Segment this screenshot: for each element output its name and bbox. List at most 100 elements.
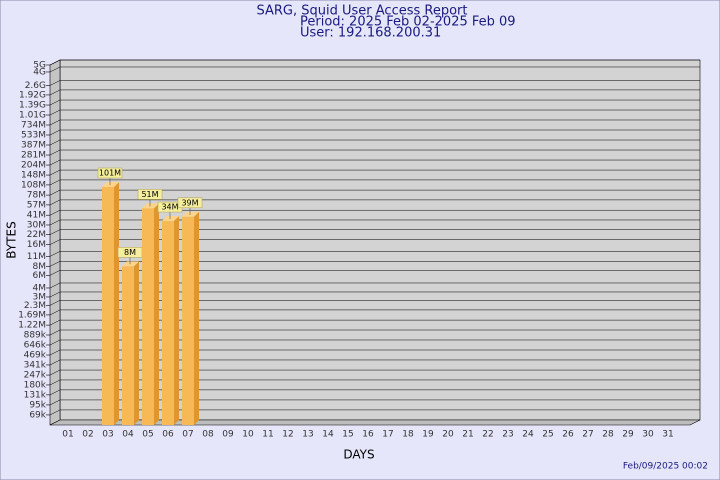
y-tick-label: 4G xyxy=(33,67,46,77)
grid-line xyxy=(49,119,700,126)
subtitle: User: 192.168.200.31 xyxy=(300,26,441,41)
bar-top xyxy=(122,261,139,267)
x-tick-label: 14 xyxy=(322,430,334,440)
x-tick-label: 21 xyxy=(462,430,473,440)
y-tick-label: 30M xyxy=(27,220,46,230)
y-tick-label: 1.92G xyxy=(19,90,46,100)
x-tick-label: 15 xyxy=(342,430,353,440)
x-tick-label: 17 xyxy=(382,430,393,440)
grid-line xyxy=(49,219,700,226)
x-tick-label: 25 xyxy=(542,430,553,440)
grid-line xyxy=(49,129,700,136)
label-box xyxy=(97,167,123,179)
grid-line xyxy=(49,109,700,116)
x-tick-label: 05 xyxy=(142,430,153,440)
y-tick-label: 8M xyxy=(33,262,47,272)
value-label: 101M xyxy=(99,169,121,178)
bar-top xyxy=(142,203,159,209)
subtitle: Period: 2025 Feb 02-2025 Feb 09 xyxy=(300,15,516,30)
y-axis-label: BYTES xyxy=(5,221,19,258)
grid-line xyxy=(49,189,700,196)
grid-line xyxy=(49,99,700,106)
x-tick-label: 31 xyxy=(662,430,673,440)
y-tick-label: 78M xyxy=(27,191,46,201)
grid-line xyxy=(49,80,700,86)
grid-line xyxy=(49,379,700,386)
bar-top xyxy=(102,182,119,188)
chart-title: SARG, Squid User Access Report xyxy=(257,4,468,19)
grid-line xyxy=(49,66,700,73)
bar-side xyxy=(154,203,159,425)
x-tick-label: 09 xyxy=(222,430,234,440)
x-tick-label: 23 xyxy=(502,430,513,440)
y-tick-label: 1.22M xyxy=(18,321,46,331)
x-tick-label: 26 xyxy=(562,430,574,440)
grid-line xyxy=(49,169,700,176)
y-tick-label: 6M xyxy=(33,271,47,281)
x-tick-label: 01 xyxy=(62,430,73,440)
grid-line xyxy=(49,409,700,416)
x-tick-label: 20 xyxy=(442,430,454,440)
side-wall xyxy=(49,59,61,426)
y-tick-label: 16M xyxy=(27,240,46,250)
bar-top xyxy=(182,211,199,217)
y-tick-label: 533M xyxy=(21,131,46,141)
y-tick-label: 204M xyxy=(21,161,46,171)
grid-line xyxy=(49,179,700,186)
x-tick-label: 03 xyxy=(102,430,113,440)
y-tick-label: 2.3M xyxy=(24,301,46,311)
y-tick-label: 281M xyxy=(21,151,46,161)
grid-line xyxy=(49,261,700,267)
grid-line xyxy=(49,359,700,366)
x-tick-label: 12 xyxy=(282,430,293,440)
grid-line xyxy=(49,59,700,66)
y-tick-label: 2.6G xyxy=(25,81,46,91)
grid-line xyxy=(49,329,700,336)
x-tick-label: 22 xyxy=(482,430,493,440)
grid-line xyxy=(49,239,700,245)
x-tick-label: 06 xyxy=(162,430,174,440)
grid-line xyxy=(49,399,700,406)
y-tick-label: 469k xyxy=(24,351,47,361)
y-tick-label: 889k xyxy=(24,331,47,341)
y-tick-label: 69k xyxy=(29,410,46,420)
x-tick-label: 28 xyxy=(602,430,614,440)
y-tick-label: 341k xyxy=(24,360,47,370)
grid-line xyxy=(49,339,700,346)
y-tick-label: 22M xyxy=(27,230,46,240)
x-tick-label: 19 xyxy=(422,430,434,440)
y-tick-label: 41M xyxy=(27,211,46,221)
x-tick-label: 18 xyxy=(402,430,414,440)
y-tick-label: 5G xyxy=(33,61,46,71)
label-box xyxy=(177,197,203,209)
x-tick-label: 16 xyxy=(362,430,374,440)
x-tick-label: 02 xyxy=(82,430,93,440)
x-tick-label: 13 xyxy=(302,430,313,440)
y-tick-label: 148M xyxy=(21,171,46,181)
grid-line xyxy=(49,89,700,96)
y-tick-label: 646k xyxy=(24,340,47,350)
x-tick-label: 27 xyxy=(582,430,593,440)
bar-side xyxy=(114,182,119,425)
y-tick-label: 1.01G xyxy=(19,111,46,121)
bar-top xyxy=(162,216,179,222)
bar-side xyxy=(174,216,179,425)
bar xyxy=(162,221,174,425)
y-tick-label: 387M xyxy=(21,141,46,151)
bar xyxy=(142,208,154,425)
grid-line xyxy=(49,369,700,376)
x-tick-label: 24 xyxy=(522,430,534,440)
x-axis-label: DAYS xyxy=(343,448,374,462)
x-tick-label: 30 xyxy=(642,430,654,440)
x-tick-label: 07 xyxy=(182,430,193,440)
floor xyxy=(49,419,701,426)
y-tick-label: 1.69M xyxy=(18,310,46,320)
grid-line xyxy=(49,319,700,326)
bar-side xyxy=(194,211,199,425)
y-tick-label: 131k xyxy=(24,390,47,400)
grid-line xyxy=(49,300,700,306)
label-box xyxy=(137,189,163,200)
grid-line xyxy=(49,291,700,298)
x-tick-label: 11 xyxy=(262,430,273,440)
